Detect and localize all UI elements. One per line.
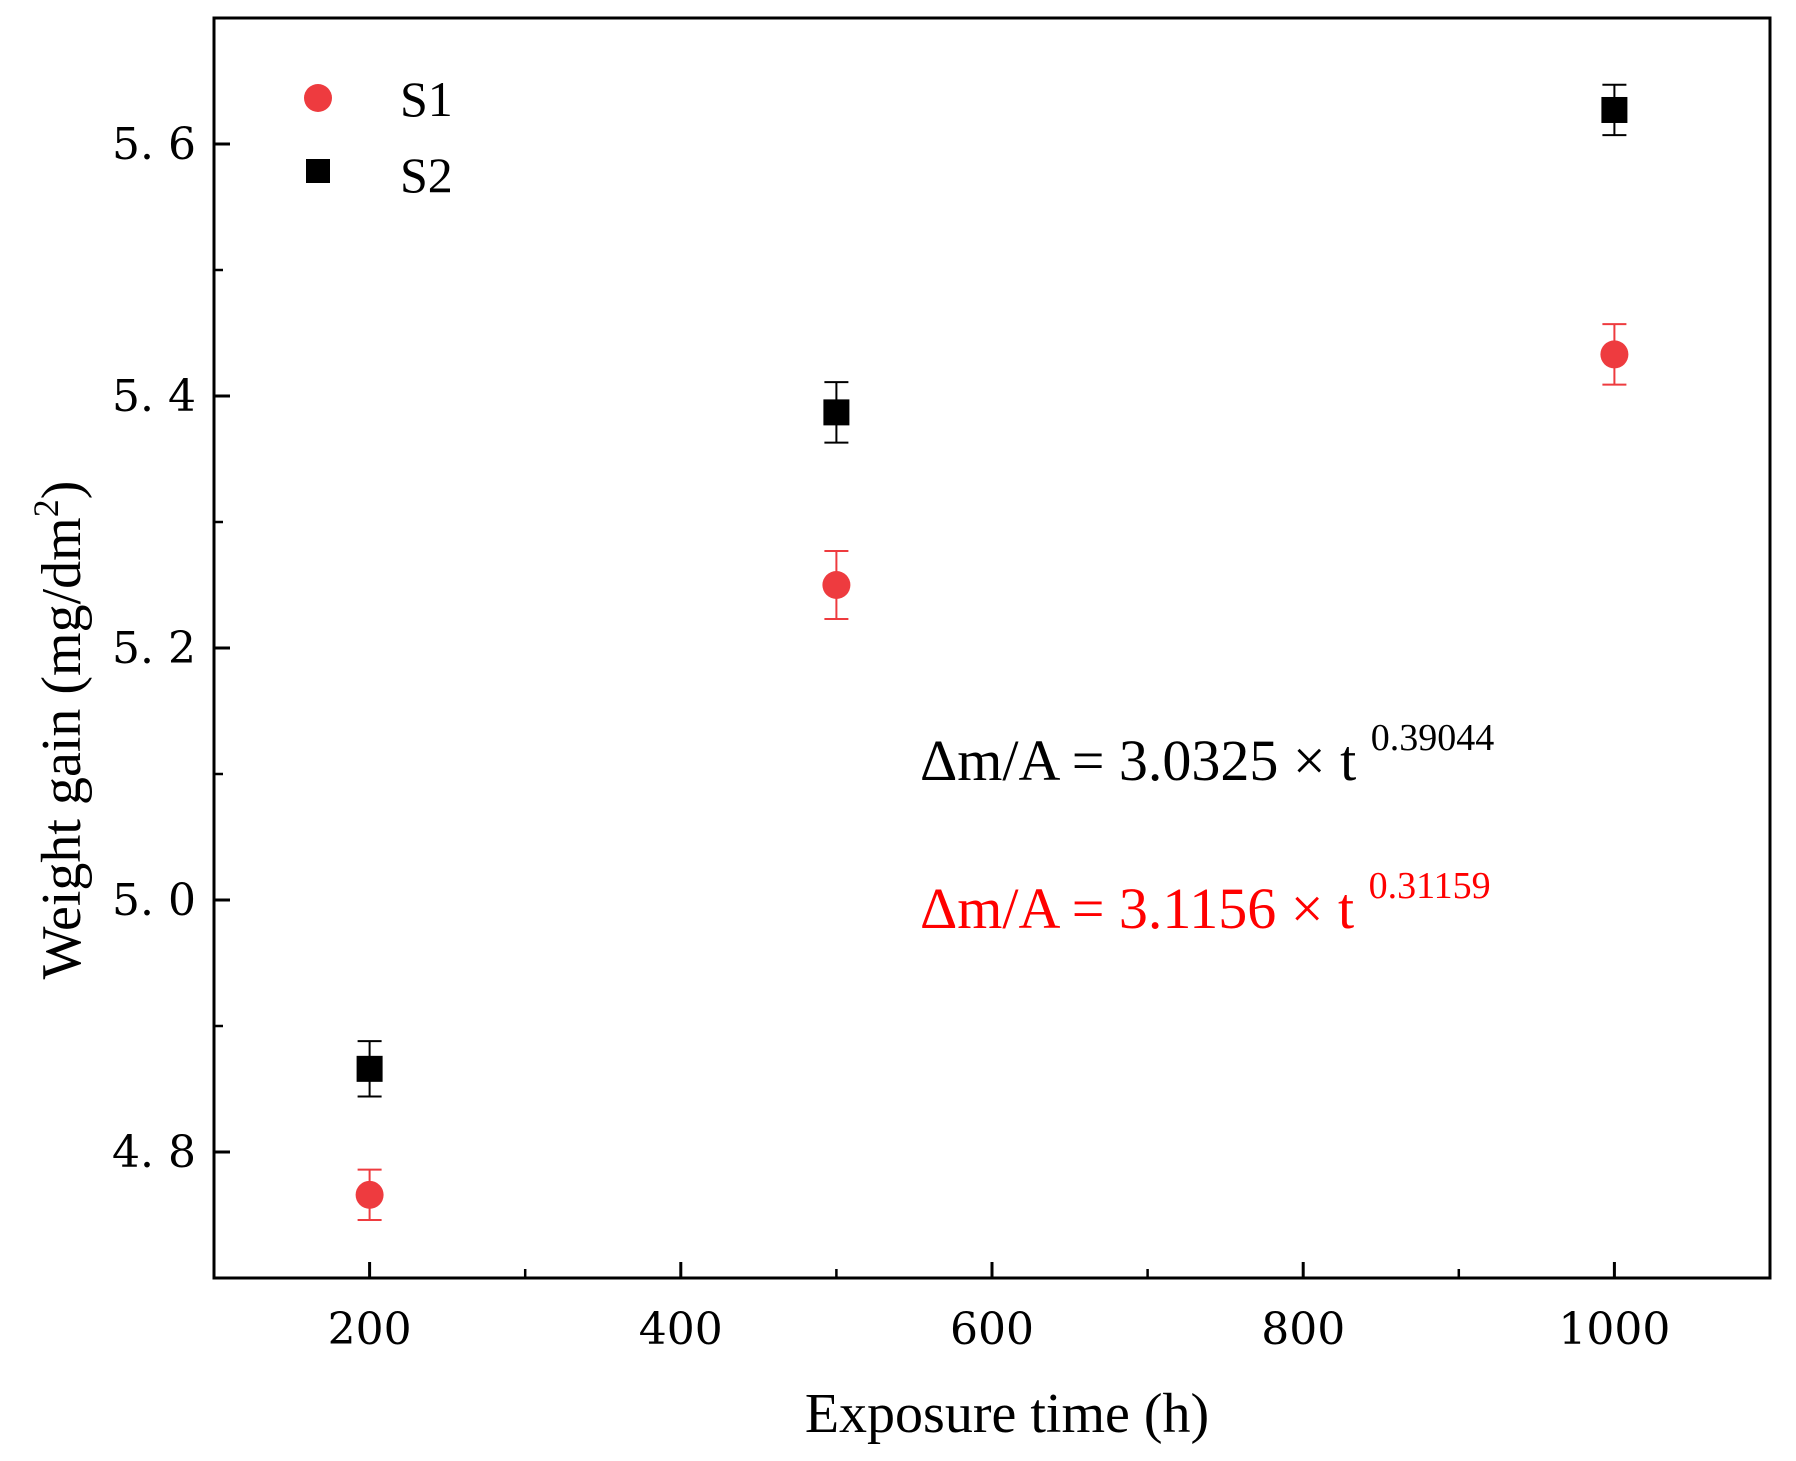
data-point-s1 <box>1600 340 1629 369</box>
y-tick-label: 5. 6 <box>112 119 196 170</box>
equation-s1-exponent: 0.31159 <box>1369 865 1491 907</box>
data-point-s2 <box>1601 96 1628 123</box>
y-tick-label: 5. 0 <box>112 875 196 926</box>
data-point-s1 <box>355 1180 384 1209</box>
y-axis-title-main: Weight gain (mg/dm <box>31 517 93 979</box>
data-point-s1 <box>822 571 851 599</box>
y-axis-title-close: ) <box>31 481 93 500</box>
y-tick-label: 5. 4 <box>112 371 196 422</box>
legend-s2-marker <box>306 159 330 183</box>
legend-s1-marker <box>304 84 332 112</box>
equation-s2-main: Δm/A = 3.0325 × t <box>920 728 1356 793</box>
x-tick-label: 200 <box>328 1304 412 1355</box>
y-tick-label: 4. 8 <box>112 1127 196 1178</box>
y-axis-title-sup: 2 <box>26 499 66 517</box>
axes: 200 400 600 800 1000 4. 8 5. 0 5. 2 5. 4 5. 6 <box>112 16 1772 1355</box>
x-tick-label: 400 <box>639 1304 723 1355</box>
y-axis-title: Weight gain (mg/dm2) <box>26 481 93 980</box>
legend-s2-label: S2 <box>400 147 453 203</box>
data-point-s2 <box>356 1055 383 1082</box>
equation-s1-main: Δm/A = 3.1156 × t <box>920 876 1354 941</box>
x-tick-label: 1000 <box>1558 1304 1670 1355</box>
equation-s2: Δm/A = 3.0325 × t 0.39044 <box>920 717 1494 793</box>
x-axis-title: Exposure time (h) <box>805 1383 1209 1445</box>
y-tick-label: 5. 2 <box>112 623 196 674</box>
data-point-s2 <box>823 399 850 426</box>
legend: S1 S2 <box>304 71 453 203</box>
plot-frame <box>212 16 1772 1280</box>
x-tick-label: 600 <box>950 1304 1034 1355</box>
x-tick-label: 800 <box>1261 1304 1345 1355</box>
equation-s1: Δm/A = 3.1156 × t 0.31159 <box>920 865 1491 941</box>
plot-area <box>355 83 1629 1222</box>
legend-s1-label: S1 <box>400 71 453 127</box>
equation-s2-exponent: 0.39044 <box>1371 717 1495 759</box>
